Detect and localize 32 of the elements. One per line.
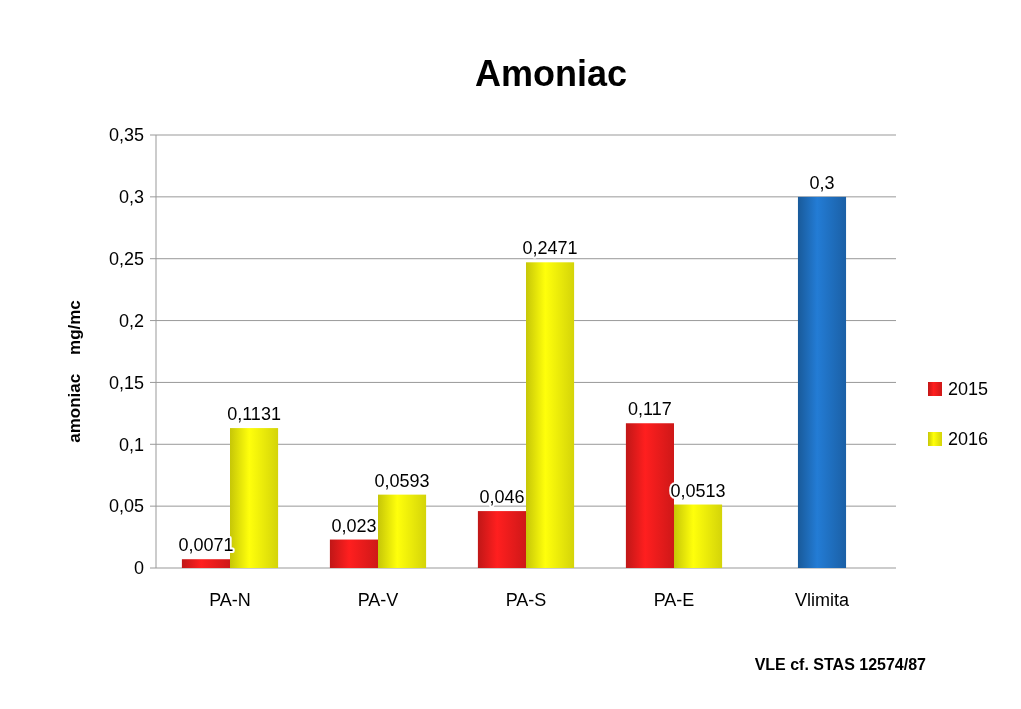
data-label: 0,1131: [227, 404, 281, 425]
bar: [477, 511, 526, 568]
bar: [378, 494, 427, 568]
data-label: 0,2471: [522, 238, 578, 259]
x-tick-label: Vlimita: [794, 590, 850, 610]
data-label: 0,046: [479, 487, 525, 508]
x-tick-label: PA-S: [505, 590, 547, 610]
data-label: 0,3: [809, 172, 835, 193]
bar: [674, 504, 723, 568]
y-tick-label: 0,1: [118, 434, 144, 455]
y-tick-label: 0,15: [108, 372, 144, 393]
bar: [181, 559, 230, 568]
data-label: 0,0593: [374, 470, 430, 491]
data-label: 0,023: [331, 515, 377, 536]
y-tick-label: 0,35: [108, 125, 144, 146]
y-axis-title: amoniac mg/mc: [65, 300, 84, 443]
legend-label: 2015: [948, 379, 989, 400]
y-tick-label: 0,25: [108, 249, 144, 270]
x-tick-label: PA-V: [357, 590, 399, 610]
x-tick-label: PA-N: [209, 590, 251, 610]
bar: [526, 262, 575, 568]
y-tick-label: 0,3: [118, 187, 144, 208]
chart-title: Amoniac: [474, 53, 628, 94]
x-tick-label: PA-E: [653, 590, 695, 610]
legend-label: 2016: [948, 429, 989, 450]
bar: [797, 196, 847, 568]
y-tick-label: 0,2: [118, 310, 144, 331]
data-label: 0,117: [628, 399, 672, 420]
y-tick-label: 0: [133, 558, 144, 579]
y-tick-label: 0,05: [108, 496, 144, 517]
bar: [329, 539, 378, 568]
text: VLE cf. STAS 12574/87: [754, 656, 927, 673]
